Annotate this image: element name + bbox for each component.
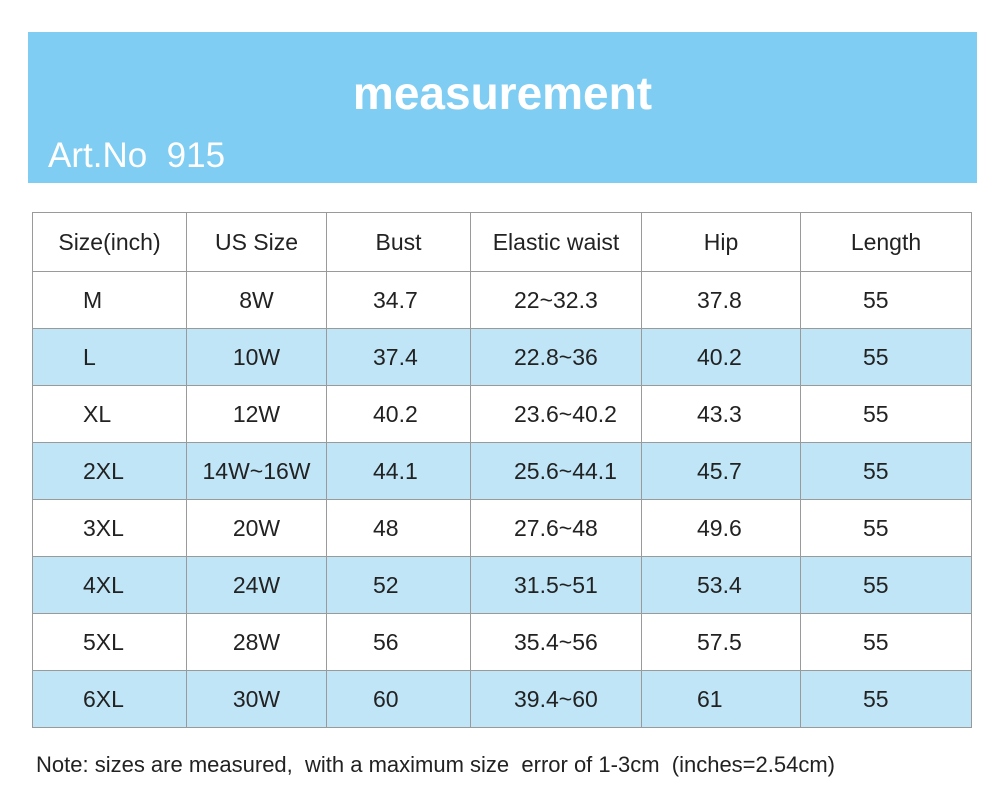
table-cell: 49.6 — [641, 499, 801, 557]
table-cell: 39.4~60 — [470, 670, 642, 728]
table-cell: 48 — [326, 499, 471, 557]
table-cell: 55 — [800, 442, 972, 500]
table-cell: 53.4 — [641, 556, 801, 614]
table-cell: 28W — [186, 613, 327, 671]
table-cell: 10W — [186, 328, 327, 386]
table-cell: 22~32.3 — [470, 271, 642, 329]
note: Note: sizes are measured, with a maximum… — [36, 752, 835, 777]
table-cell: 44.1 — [326, 442, 471, 500]
table-cell: 57.5 — [641, 613, 801, 671]
table-cell: 20W — [186, 499, 327, 557]
table-cell: 24W — [186, 556, 327, 614]
table-cell: 60 — [326, 670, 471, 728]
table-cell: 37.8 — [641, 271, 801, 329]
table-row: XL 12W 40.2 23.6~40.2 43.3 55 — [32, 385, 972, 443]
table-cell: 55 — [800, 613, 972, 671]
table-cell: 61 — [641, 670, 801, 728]
table-cell: 3XL — [32, 499, 187, 557]
table-row: 5XL 28W 56 35.4~56 57.5 55 — [32, 613, 972, 671]
table-cell: 56 — [326, 613, 471, 671]
table-cell: 12W — [186, 385, 327, 443]
table-row: 2XL 14W~16W 44.1 25.6~44.1 45.7 55 — [32, 442, 972, 500]
title: measurement — [352, 67, 653, 119]
table-cell: 35.4~56 — [470, 613, 642, 671]
table-cell: 8W — [186, 271, 327, 329]
table-cell: M — [32, 271, 187, 329]
column-header: Length — [800, 212, 972, 272]
table-cell: 55 — [800, 271, 972, 329]
column-header: Elastic waist — [470, 212, 642, 272]
table-cell: 43.3 — [641, 385, 801, 443]
table-row: 3XL 20W 48 27.6~48 49.6 55 — [32, 499, 972, 557]
column-header: US Size — [186, 212, 327, 272]
table-cell: 55 — [800, 670, 972, 728]
table-row: 4XL 24W 52 31.5~51 53.4 55 — [32, 556, 972, 614]
column-header: Hip — [641, 212, 801, 272]
table-cell: 5XL — [32, 613, 187, 671]
table-cell: XL — [32, 385, 187, 443]
column-header: Bust — [326, 212, 471, 272]
table-cell: 55 — [800, 385, 972, 443]
table-cell: 55 — [800, 499, 972, 557]
size-table: Size(inch) US Size Bust Elastic waist Hip Len… — [32, 212, 972, 728]
table-cell: 40.2 — [326, 385, 471, 443]
art-number: Art.No 915 — [48, 136, 226, 175]
table-cell: 34.7 — [326, 271, 471, 329]
table-body: M 8W 34.7 22~32.3 37.8 55 L 10W 37.4 22.8~36 40.2 5… — [32, 271, 972, 728]
table-cell: L — [32, 328, 187, 386]
table-cell: 55 — [800, 328, 972, 386]
column-header: Size(inch) — [32, 212, 187, 272]
table-cell: 23.6~40.2 — [470, 385, 642, 443]
table-cell: 4XL — [32, 556, 187, 614]
table-cell: 14W~16W — [186, 442, 327, 500]
table-cell: 40.2 — [641, 328, 801, 386]
header-row: Size(inch) US Size Bust Elastic waist Hip Len… — [32, 212, 972, 272]
table-cell: 6XL — [32, 670, 187, 728]
table-cell: 30W — [186, 670, 327, 728]
table-cell: 27.6~48 — [470, 499, 642, 557]
table-cell: 2XL — [32, 442, 187, 500]
table-row: M 8W 34.7 22~32.3 37.8 55 — [32, 271, 972, 329]
table-cell: 55 — [800, 556, 972, 614]
table-cell: 25.6~44.1 — [470, 442, 642, 500]
table-cell: 22.8~36 — [470, 328, 642, 386]
table-cell: 45.7 — [641, 442, 801, 500]
table-cell: 37.4 — [326, 328, 471, 386]
banner: measurement Art.No 915 — [28, 32, 977, 183]
table-cell: 52 — [326, 556, 471, 614]
table-row: L 10W 37.4 22.8~36 40.2 55 — [32, 328, 972, 386]
table-cell: 31.5~51 — [470, 556, 642, 614]
table-row: 6XL 30W 60 39.4~60 61 55 — [32, 670, 972, 728]
